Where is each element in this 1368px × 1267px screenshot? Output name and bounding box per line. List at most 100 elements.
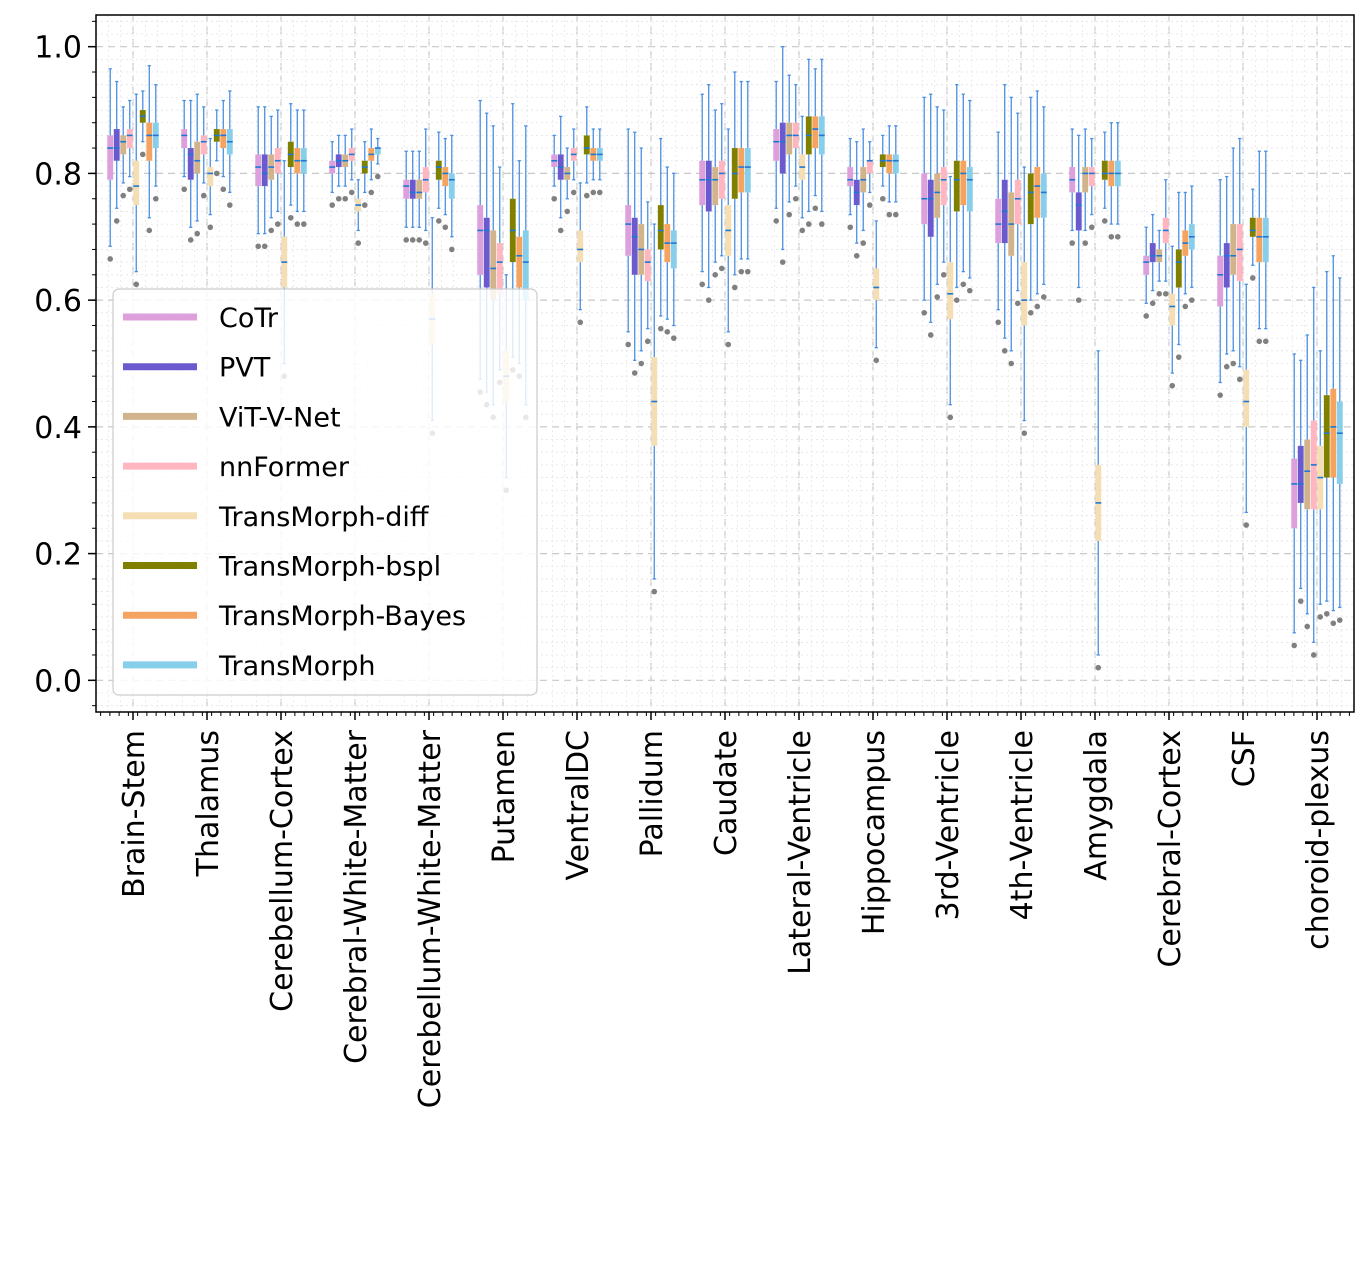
outlier-point <box>374 173 381 180</box>
box-CoTr-CSF <box>1217 179 1224 398</box>
x-tick-label: Amygdala <box>1079 730 1114 881</box>
outlier-point <box>416 237 423 243</box>
box-TransMorph-Bayes-Brain-Stem <box>146 65 153 234</box>
box-TransMorph-Bayes-Lateral-Ventricle <box>812 68 819 212</box>
box-body <box>718 160 725 199</box>
box-ViT-V-Net-Caudate <box>712 109 719 278</box>
outlier-point <box>287 214 294 221</box>
outlier-point <box>146 227 153 234</box>
box-nnFormer-4th-Ventricle <box>1014 112 1021 307</box>
outlier-point <box>1156 291 1163 297</box>
legend-label: nnFormer <box>219 452 350 483</box>
x-tick-label: Pallidum <box>635 730 670 857</box>
outlier-point <box>1169 382 1176 389</box>
x-tick-label: Caudate <box>709 730 744 856</box>
outlier-point <box>1304 623 1311 630</box>
box-ViT-V-Net-Brain-Stem <box>120 106 127 199</box>
outlier-point <box>860 240 867 246</box>
outlier-point <box>1249 275 1256 281</box>
outlier-point <box>812 205 819 212</box>
outlier-point <box>1108 233 1115 240</box>
outlier-point <box>348 189 355 196</box>
box-body <box>442 167 449 187</box>
outlier-point <box>570 189 577 196</box>
box-body <box>583 135 590 155</box>
box-body <box>1330 388 1337 478</box>
box-CoTr-Thalamus <box>181 99 188 193</box>
outlier-point <box>577 319 584 326</box>
box-body <box>699 160 706 206</box>
x-tick-label: Thalamus <box>191 730 226 877</box>
box-TransMorph-bspl-Cerebral-Cortex <box>1175 191 1182 360</box>
box-TransMorph-diff-CSF <box>1243 283 1250 528</box>
box-TransMorph-Bayes-choroid-plexus <box>1330 255 1337 627</box>
x-tick-label: Brain-Stem <box>117 730 152 898</box>
outlier-point <box>596 189 603 196</box>
outlier-point <box>1310 652 1317 658</box>
outlier-point <box>1262 338 1269 345</box>
legend-label: PVT <box>219 353 271 384</box>
outlier-point <box>1088 224 1095 231</box>
outlier-point <box>113 218 120 224</box>
box-nnFormer-Thalamus <box>200 106 207 199</box>
box-body <box>200 135 207 155</box>
box-ViT-V-Net-3rd-Ventricle <box>934 106 941 300</box>
box-ViT-V-Net-Cerebral-White-Matter <box>342 134 349 202</box>
outlier-point <box>1182 303 1189 310</box>
box-body <box>255 154 262 187</box>
box-TransMorph-Cerebellum-Cortex <box>300 109 307 227</box>
outlier-point <box>1008 360 1015 367</box>
box-CoTr-Amygdala <box>1069 128 1076 246</box>
box-CoTr-Cerebral-Cortex <box>1143 226 1150 319</box>
outlier-point <box>725 341 732 348</box>
outlier-point <box>744 268 751 275</box>
legend-label: TransMorph <box>218 651 376 682</box>
box-TransMorph-Thalamus <box>226 90 233 208</box>
box-nnFormer-Cerebellum-Cortex <box>274 109 281 227</box>
box-body <box>107 135 114 180</box>
box-CoTr-choroid-plexus <box>1291 353 1298 649</box>
outlier-point <box>361 202 368 208</box>
box-TransMorph-diff-Lateral-Ventricle <box>799 115 806 234</box>
outlier-point <box>786 211 793 218</box>
box-TransMorph-bspl-Pallidum <box>657 137 664 332</box>
box-ViT-V-Net-4th-Ventricle <box>1008 96 1015 367</box>
outlier-point <box>187 237 194 243</box>
outlier-point <box>1162 291 1169 297</box>
box-ViT-V-Net-Thalamus <box>194 93 201 237</box>
box-body <box>1262 217 1269 263</box>
box-body <box>133 160 140 206</box>
box-PVT-Amygdala <box>1075 134 1082 303</box>
box-body <box>1223 243 1230 288</box>
outlier-point <box>335 195 342 202</box>
box-TransMorph-Bayes-VentralDC <box>590 128 597 196</box>
box-body <box>1082 167 1089 193</box>
box-TransMorph-diff-VentralDC <box>577 182 584 326</box>
box-body <box>644 249 651 282</box>
box-TransMorph-CSF <box>1262 150 1269 345</box>
box-body <box>1175 249 1182 288</box>
box-body <box>786 122 793 155</box>
outlier-point <box>181 186 188 193</box>
box-nnFormer-CSF <box>1236 137 1243 383</box>
outlier-point <box>329 202 336 208</box>
outlier-point <box>342 195 349 202</box>
outlier-point <box>644 338 651 345</box>
box-nnFormer-Amygdala <box>1088 137 1095 231</box>
box-body <box>934 173 941 218</box>
outlier-point <box>966 287 973 294</box>
box-nnFormer-VentralDC <box>570 128 577 196</box>
outlier-point <box>194 230 201 237</box>
box-body <box>577 230 584 263</box>
box-body <box>873 268 880 301</box>
outlier-point <box>738 268 745 275</box>
outlier-point <box>651 588 658 595</box>
box-ViT-V-Net-Cerebellum-Cortex <box>268 115 275 234</box>
box-TransMorph-bspl-choroid-plexus <box>1323 270 1330 617</box>
box-TransMorph-diff-Thalamus <box>207 137 214 231</box>
box-nnFormer-3rd-Ventricle <box>940 109 947 278</box>
box-body <box>1034 167 1041 218</box>
outlier-point <box>873 357 880 364</box>
y-tick-label: 0.2 <box>34 538 82 573</box>
box-body <box>1336 401 1343 484</box>
